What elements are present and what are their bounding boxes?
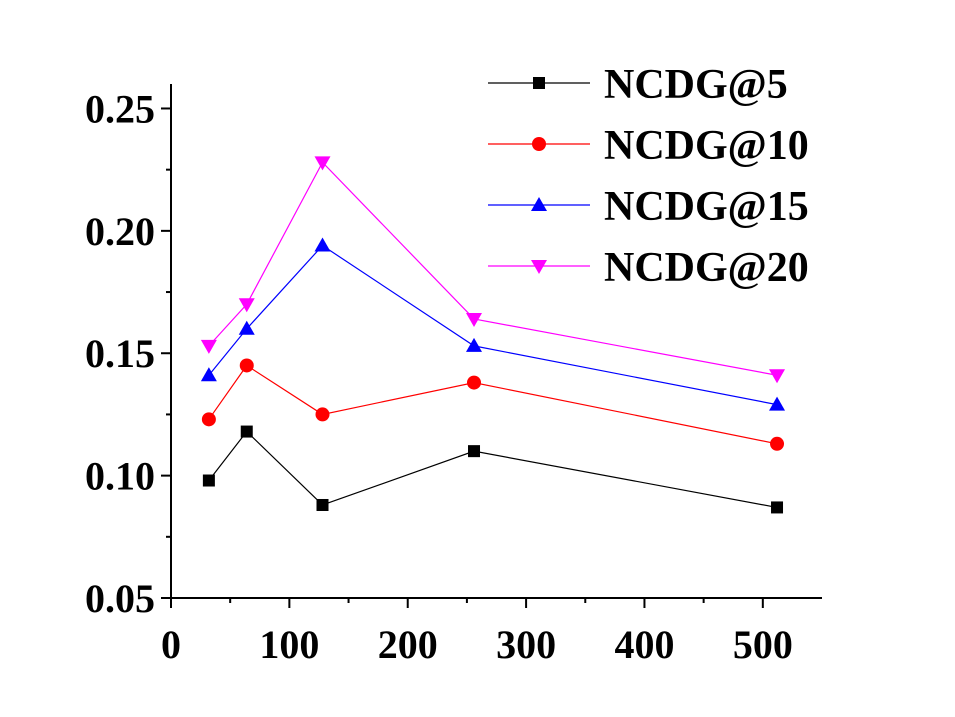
x-tick-label: 0 xyxy=(161,622,181,667)
data-point xyxy=(769,369,786,384)
data-point xyxy=(316,498,329,511)
y-tick-label: 0.15 xyxy=(85,331,155,376)
data-point xyxy=(466,337,483,352)
data-point xyxy=(240,425,253,438)
legend-entry: NCDG@20 xyxy=(488,245,809,291)
legend-label: NCDG@10 xyxy=(604,123,809,169)
data-point xyxy=(315,407,330,422)
data-point xyxy=(238,298,255,313)
series-4 xyxy=(200,156,786,384)
data-point xyxy=(314,237,331,252)
x-tick-label: 200 xyxy=(378,622,438,667)
data-point xyxy=(202,474,215,487)
data-point xyxy=(200,339,217,354)
data-point xyxy=(771,501,784,514)
data-point xyxy=(770,436,785,451)
y-tick-label: 0.20 xyxy=(85,209,155,254)
legend-entry: NCDG@10 xyxy=(488,123,809,169)
data-point xyxy=(468,445,481,458)
data-point xyxy=(238,320,255,335)
legend-label: NCDG@5 xyxy=(604,62,788,108)
data-point xyxy=(467,375,482,390)
legend-label: NCDG@20 xyxy=(604,245,809,291)
legend-marker xyxy=(532,137,546,151)
legend: NCDG@5 NCDG@10 NCDG@15 NCDG@20 xyxy=(488,62,809,291)
data-point xyxy=(314,156,331,171)
y-tick-label: 0.10 xyxy=(85,454,155,499)
series-3 xyxy=(200,237,786,411)
legend-label: NCDG@15 xyxy=(604,184,809,230)
ticks: 0 100 200 300 400 500 0.05 0.10 0.15 0.20 0.25 xyxy=(85,86,793,667)
data-point xyxy=(466,312,483,327)
series-layer xyxy=(200,156,786,514)
x-tick-label: 100 xyxy=(259,622,319,667)
legend-entry: NCDG@5 xyxy=(488,62,788,108)
legend-entry: NCDG@15 xyxy=(488,184,809,230)
series-line xyxy=(208,364,778,445)
series-2 xyxy=(201,358,785,451)
x-tick-label: 400 xyxy=(614,622,674,667)
data-point xyxy=(200,367,217,382)
legend-marker xyxy=(531,260,547,274)
data-point xyxy=(769,396,786,411)
y-tick-label: 0.25 xyxy=(85,86,155,131)
x-tick-label: 300 xyxy=(496,622,556,667)
data-point xyxy=(201,412,216,427)
y-tick-label: 0.05 xyxy=(85,576,155,621)
series-line xyxy=(208,430,778,509)
series-1 xyxy=(202,425,784,514)
legend-marker xyxy=(531,197,547,211)
legend-marker xyxy=(533,77,545,89)
x-tick-label: 500 xyxy=(733,622,793,667)
data-point xyxy=(239,358,254,373)
